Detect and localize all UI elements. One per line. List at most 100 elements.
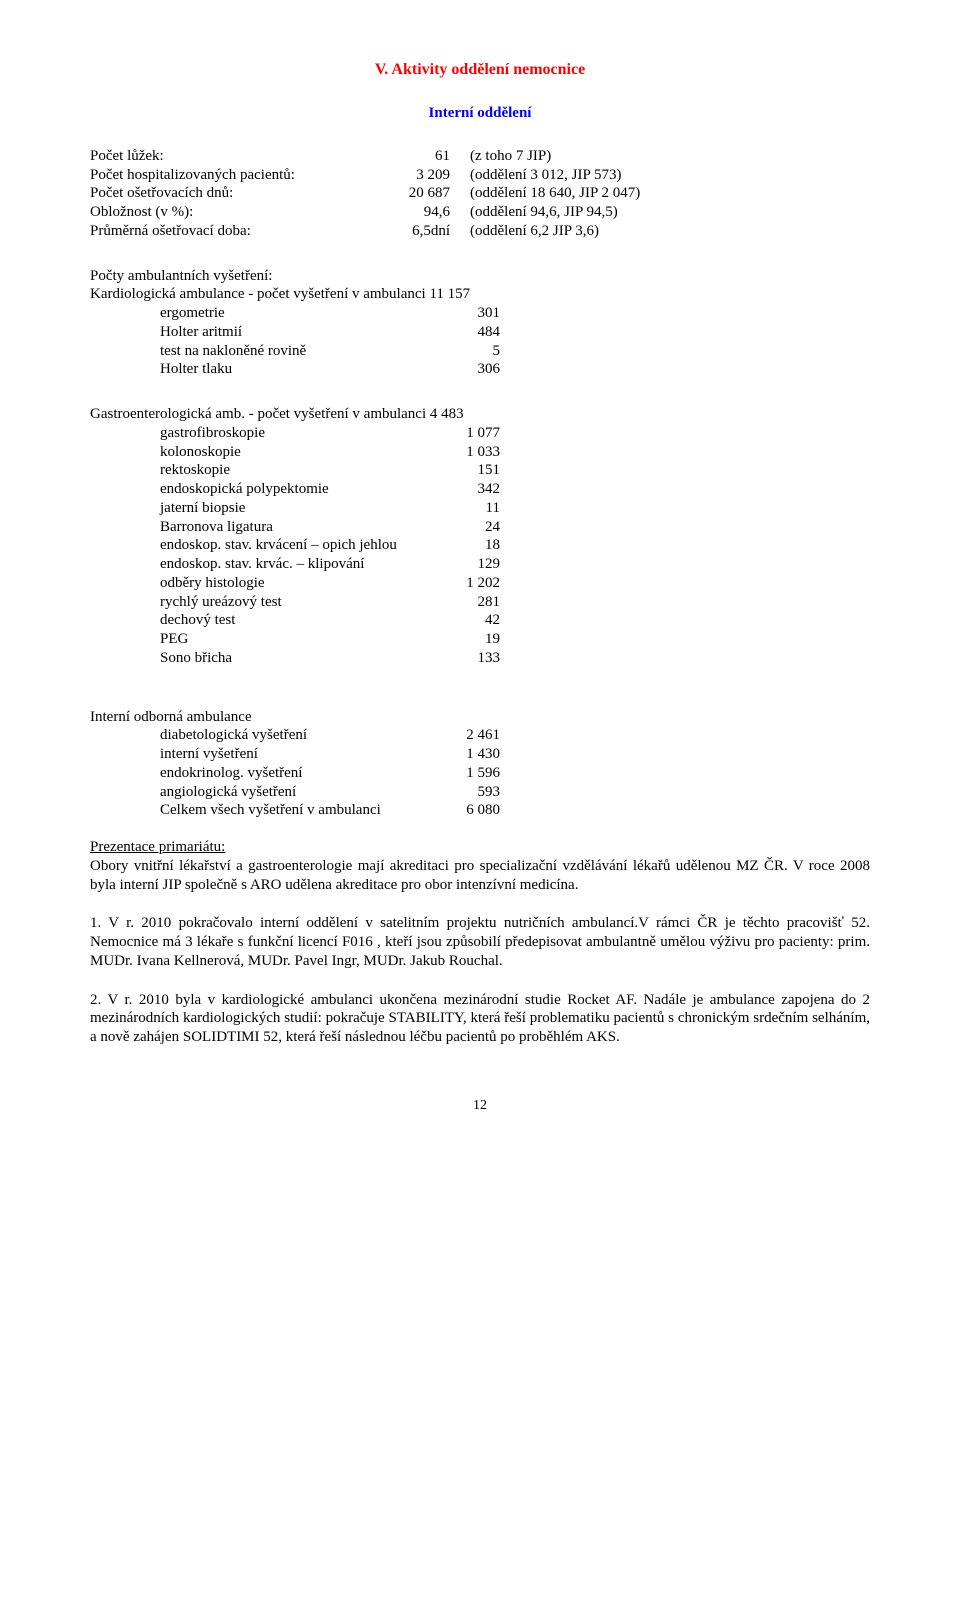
list-item: test na nakloněné rovině5 — [90, 342, 870, 361]
item-value: 1 430 — [440, 745, 500, 764]
list-item: interní vyšetření1 430 — [90, 745, 870, 764]
item-label: odběry histologie — [160, 574, 440, 593]
item-label: endoskop. stav. krvác. – klipování — [160, 555, 440, 574]
list-item: odběry histologie1 202 — [90, 574, 870, 593]
paragraph-3: 2. V r. 2010 byla v kardiologické ambula… — [90, 991, 870, 1047]
stat-note: (oddělení 3 012, JIP 573) — [470, 166, 870, 185]
item-label: PEG — [160, 630, 440, 649]
item-value: 19 — [440, 630, 500, 649]
item-value: 151 — [440, 461, 500, 480]
list-item: jaterní biopsie11 — [90, 499, 870, 518]
stat-note: (oddělení 18 640, JIP 2 047) — [470, 184, 870, 203]
item-value: 484 — [440, 323, 500, 342]
item-label: diabetologická vyšetření — [160, 726, 440, 745]
stats-block: Počet lůžek: 61 (z toho 7 JIP) Počet hos… — [90, 147, 870, 241]
item-value: 306 — [440, 360, 500, 379]
internal-list: diabetologická vyšetření2 461 interní vy… — [90, 726, 870, 820]
list-item: Sono břicha133 — [90, 649, 870, 668]
item-label: test na nakloněné rovině — [160, 342, 440, 361]
list-item: Celkem všech vyšetření v ambulanci6 080 — [90, 801, 870, 820]
list-item: endoskopická polypektomie342 — [90, 480, 870, 499]
item-value: 301 — [440, 304, 500, 323]
item-value: 281 — [440, 593, 500, 612]
item-value: 1 202 — [440, 574, 500, 593]
list-item: PEG19 — [90, 630, 870, 649]
stat-value: 3 209 — [380, 166, 470, 185]
item-label: ergometrie — [160, 304, 440, 323]
stat-label: Počet ošetřovacích dnů: — [90, 184, 380, 203]
item-label: jaterní biopsie — [160, 499, 440, 518]
kardio-list: ergometrie301 Holter aritmií484 test na … — [90, 304, 870, 379]
item-value: 129 — [440, 555, 500, 574]
item-label: interní vyšetření — [160, 745, 440, 764]
item-label: Holter aritmií — [160, 323, 440, 342]
stat-note: (z toho 7 JIP) — [470, 147, 870, 166]
item-label: rektoskopie — [160, 461, 440, 480]
item-value: 1 596 — [440, 764, 500, 783]
item-label: Barronova ligatura — [160, 518, 440, 537]
list-item: endoskop. stav. krvácení – opich jehlou1… — [90, 536, 870, 555]
item-label: endokrinolog. vyšetření — [160, 764, 440, 783]
list-item: angiologická vyšetření593 — [90, 783, 870, 802]
item-label: Holter tlaku — [160, 360, 440, 379]
stat-row: Počet lůžek: 61 (z toho 7 JIP) — [90, 147, 870, 166]
item-value: 42 — [440, 611, 500, 630]
item-label: gastrofibroskopie — [160, 424, 440, 443]
stat-label: Obložnost (v %): — [90, 203, 380, 222]
list-item: diabetologická vyšetření2 461 — [90, 726, 870, 745]
stat-note: (oddělení 6,2 JIP 3,6) — [470, 222, 870, 241]
section-subtitle: Interní oddělení — [90, 104, 870, 123]
item-label: dechový test — [160, 611, 440, 630]
stat-value: 61 — [380, 147, 470, 166]
list-item: ergometrie301 — [90, 304, 870, 323]
stat-row: Průměrná ošetřovací doba: 6,5dní (odděle… — [90, 222, 870, 241]
list-item: Holter tlaku306 — [90, 360, 870, 379]
stat-value: 20 687 — [380, 184, 470, 203]
stat-value: 6,5dní — [380, 222, 470, 241]
stat-label: Počet hospitalizovaných pacientů: — [90, 166, 380, 185]
item-value: 133 — [440, 649, 500, 668]
internal-heading: Interní odborná ambulance — [90, 708, 870, 727]
item-value: 18 — [440, 536, 500, 555]
paragraph-2: 1. V r. 2010 pokračovalo interní oddělen… — [90, 914, 870, 970]
item-value: 6 080 — [440, 801, 500, 820]
item-label: rychlý ureázový test — [160, 593, 440, 612]
list-item: Holter aritmií484 — [90, 323, 870, 342]
list-item: Barronova ligatura24 — [90, 518, 870, 537]
item-value: 11 — [440, 499, 500, 518]
item-label: Sono břicha — [160, 649, 440, 668]
page-number: 12 — [90, 1097, 870, 1115]
gastro-list: gastrofibroskopie1 077 kolonoskopie1 033… — [90, 424, 870, 668]
list-item: endokrinolog. vyšetření1 596 — [90, 764, 870, 783]
item-value: 24 — [440, 518, 500, 537]
list-item: rektoskopie151 — [90, 461, 870, 480]
list-item: gastrofibroskopie1 077 — [90, 424, 870, 443]
list-item: endoskop. stav. krvác. – klipování129 — [90, 555, 870, 574]
item-value: 1 033 — [440, 443, 500, 462]
presentation-heading: Prezentace primariátu: — [90, 838, 870, 857]
item-label: kolonoskopie — [160, 443, 440, 462]
item-label: angiologická vyšetření — [160, 783, 440, 802]
stat-row: Obložnost (v %): 94,6 (oddělení 94,6, JI… — [90, 203, 870, 222]
stat-label: Průměrná ošetřovací doba: — [90, 222, 380, 241]
item-label: endoskopická polypektomie — [160, 480, 440, 499]
item-value: 342 — [440, 480, 500, 499]
stat-note: (oddělení 94,6, JIP 94,5) — [470, 203, 870, 222]
list-item: dechový test42 — [90, 611, 870, 630]
stat-value: 94,6 — [380, 203, 470, 222]
stat-label: Počet lůžek: — [90, 147, 380, 166]
item-value: 5 — [440, 342, 500, 361]
kardio-line: Kardiologická ambulance - počet vyšetřen… — [90, 285, 870, 304]
stat-row: Počet hospitalizovaných pacientů: 3 209 … — [90, 166, 870, 185]
list-item: kolonoskopie1 033 — [90, 443, 870, 462]
list-item: rychlý ureázový test281 — [90, 593, 870, 612]
item-value: 593 — [440, 783, 500, 802]
gastro-line: Gastroenterologická amb. - počet vyšetře… — [90, 405, 870, 424]
amb-heading: Počty ambulantních vyšetření: — [90, 267, 870, 286]
section-title: V. Aktivity oddělení nemocnice — [90, 60, 870, 80]
paragraph-1: Obory vnitřní lékařství a gastroenterolo… — [90, 857, 870, 895]
item-label: endoskop. stav. krvácení – opich jehlou — [160, 536, 440, 555]
item-value: 1 077 — [440, 424, 500, 443]
item-label: Celkem všech vyšetření v ambulanci — [160, 801, 440, 820]
item-value: 2 461 — [440, 726, 500, 745]
